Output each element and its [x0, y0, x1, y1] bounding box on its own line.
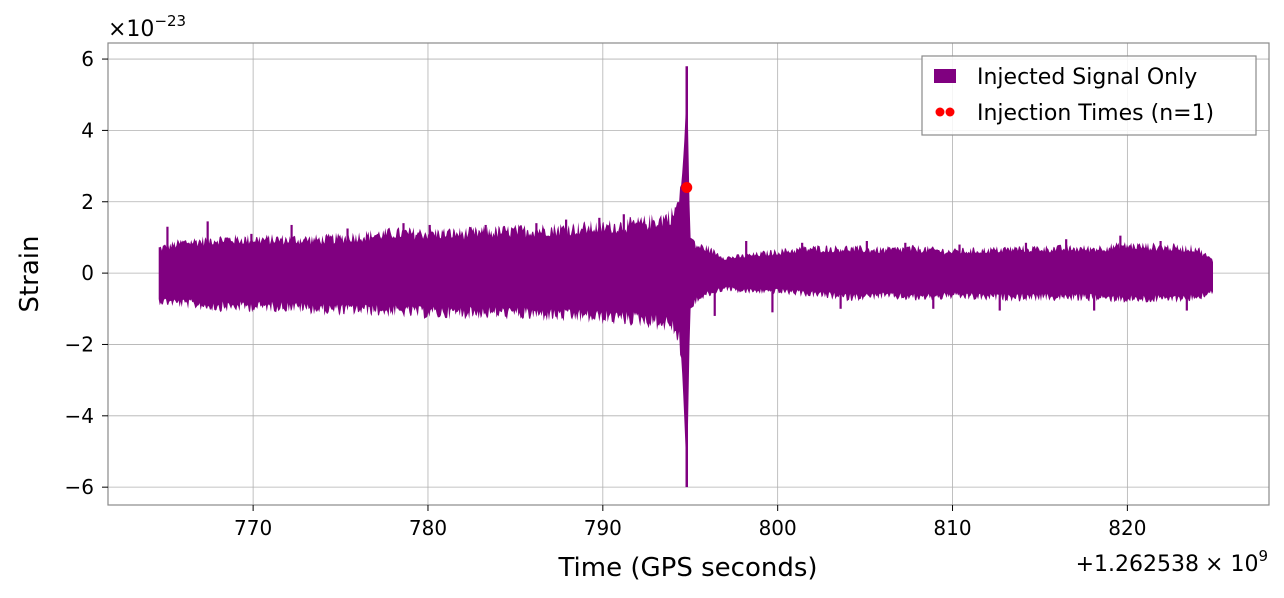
y-axis-ticks: −6 −4 −2 0 2 4 6	[65, 47, 108, 499]
injection-time-marker	[681, 181, 693, 193]
x-tick-label: 770	[234, 516, 272, 540]
x-tick-label: 800	[759, 516, 797, 540]
y-axis-scale-base: ×10	[108, 17, 154, 42]
series-injection-times	[681, 181, 693, 193]
legend: Injected Signal Only Injection Times (n=…	[921, 55, 1257, 136]
y-tick-label: −6	[65, 475, 94, 499]
x-tick-label: 820	[1108, 516, 1146, 540]
y-tick-label: 0	[81, 261, 94, 285]
legend-marker-injection-times-b	[945, 107, 955, 117]
y-tick-label: 4	[81, 118, 94, 142]
x-axis-label: Time (GPS seconds)	[557, 553, 817, 583]
legend-marker-injection-times-a	[935, 107, 945, 117]
x-axis-offset-multiplier: × 10	[1205, 552, 1258, 577]
x-axis-offset-label: +1.262538 × 109	[1076, 547, 1268, 577]
legend-box	[921, 55, 1257, 136]
x-axis-offset-exponent: 9	[1258, 547, 1268, 565]
y-axis-scale-label: ×10−23	[108, 12, 186, 42]
x-axis-offset-value: +1.262538	[1076, 552, 1199, 577]
legend-label-injected-signal: Injected Signal Only	[977, 65, 1197, 90]
y-tick-label: −4	[65, 404, 94, 428]
y-tick-label: 2	[81, 190, 94, 214]
x-tick-label: 780	[409, 516, 447, 540]
plot-frame	[107, 42, 1270, 506]
y-axis-label: Strain	[15, 235, 45, 312]
x-tick-label: 810	[933, 516, 971, 540]
legend-swatch-injected-signal	[934, 69, 956, 83]
y-tick-label: −2	[65, 332, 94, 356]
y-tick-label: 6	[81, 47, 94, 71]
series-injected-signal-peaks	[166, 66, 1188, 488]
y-axis-scale-exponent: −23	[154, 12, 186, 30]
legend-label-injection-times: Injection Times (n=1)	[977, 101, 1214, 126]
x-tick-label: 790	[584, 516, 622, 540]
x-axis-ticks: 770 780 790 800 810 820	[234, 505, 1146, 540]
